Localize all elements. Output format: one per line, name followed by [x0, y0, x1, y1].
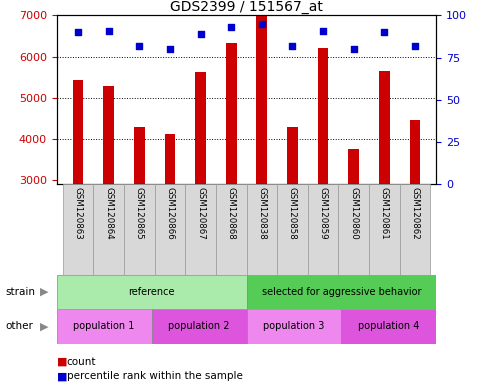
Text: GSM120866: GSM120866 — [166, 187, 175, 240]
Bar — [165, 134, 176, 304]
Bar — [134, 127, 145, 304]
Text: population 3: population 3 — [263, 321, 324, 331]
Text: ▶: ▶ — [40, 321, 49, 331]
Text: GSM120859: GSM120859 — [318, 187, 327, 240]
Bar — [317, 48, 328, 304]
Text: selected for aggressive behavior: selected for aggressive behavior — [262, 287, 421, 297]
Bar — [246, 309, 341, 344]
Point — [105, 28, 113, 34]
Point — [350, 46, 357, 52]
Bar — [246, 184, 277, 275]
Text: GSM120868: GSM120868 — [227, 187, 236, 240]
Text: GSM120861: GSM120861 — [380, 187, 389, 240]
Bar — [185, 184, 216, 275]
Point — [288, 43, 296, 49]
Text: reference: reference — [128, 287, 175, 297]
Point — [380, 29, 388, 35]
Bar — [341, 309, 436, 344]
Bar — [246, 275, 436, 309]
Bar — [369, 184, 399, 275]
Text: percentile rank within the sample: percentile rank within the sample — [67, 371, 243, 381]
Bar — [195, 72, 206, 304]
Text: GSM120863: GSM120863 — [73, 187, 83, 240]
Bar — [94, 184, 124, 275]
Point — [136, 43, 143, 49]
Bar — [379, 71, 389, 304]
Bar — [277, 184, 308, 275]
Bar — [256, 16, 267, 304]
Text: GSM120860: GSM120860 — [349, 187, 358, 240]
Text: GSM120864: GSM120864 — [104, 187, 113, 240]
Point — [197, 31, 205, 37]
Text: ■: ■ — [57, 371, 67, 381]
Bar — [348, 149, 359, 304]
Text: count: count — [67, 357, 96, 367]
Text: population 1: population 1 — [73, 321, 135, 331]
Bar — [57, 309, 152, 344]
Bar — [73, 80, 83, 304]
Text: GSM120858: GSM120858 — [288, 187, 297, 240]
Point — [227, 24, 235, 30]
Bar — [410, 120, 420, 304]
Text: GSM120865: GSM120865 — [135, 187, 144, 240]
Point — [411, 43, 419, 49]
Bar — [399, 184, 430, 275]
Text: GSM120838: GSM120838 — [257, 187, 266, 240]
Bar — [104, 86, 114, 304]
Title: GDS2399 / 151567_at: GDS2399 / 151567_at — [170, 0, 323, 14]
Point — [74, 29, 82, 35]
Bar — [57, 275, 246, 309]
Bar — [308, 184, 338, 275]
Bar — [287, 127, 298, 304]
Bar — [63, 184, 94, 275]
Text: GSM120862: GSM120862 — [410, 187, 420, 240]
Text: other: other — [5, 321, 33, 331]
Bar — [216, 184, 246, 275]
Text: ■: ■ — [57, 357, 67, 367]
Point — [258, 21, 266, 27]
Text: population 2: population 2 — [168, 321, 230, 331]
Bar — [152, 309, 246, 344]
Text: population 4: population 4 — [358, 321, 420, 331]
Bar — [124, 184, 155, 275]
Point — [319, 28, 327, 34]
Text: strain: strain — [5, 287, 35, 297]
Bar — [155, 184, 185, 275]
Bar — [338, 184, 369, 275]
Point — [166, 46, 174, 52]
Text: ▶: ▶ — [40, 287, 49, 297]
Bar — [226, 43, 237, 304]
Text: GSM120867: GSM120867 — [196, 187, 205, 240]
